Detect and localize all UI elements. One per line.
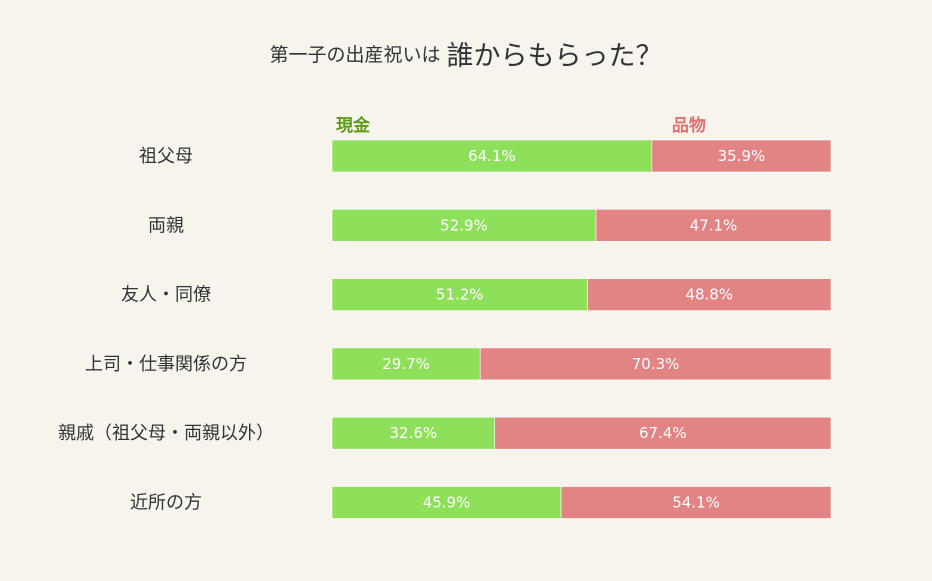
category-label: 近所の方 — [130, 493, 202, 514]
data-label-gift: 54.1% — [672, 494, 720, 512]
bar-segment-gift — [479, 347, 832, 381]
bar-segment-cash — [331, 209, 597, 242]
data-label-gift: 47.1% — [690, 216, 738, 234]
data-label-cash: 64.1% — [468, 147, 516, 165]
legend-label-gift: 品物 — [672, 115, 706, 136]
bar-segment-gift — [587, 278, 832, 311]
category-label: 上司・仕事関係の方 — [85, 354, 247, 375]
category-label: 友人・同僚 — [121, 285, 211, 306]
data-label-gift: 35.9% — [718, 147, 766, 165]
chart-title-lead: 第一子の出産祝いは — [269, 44, 441, 66]
data-label-gift: 67.4% — [639, 424, 687, 442]
legend-label-cash: 現金 — [336, 115, 371, 136]
bar-segment-gift — [494, 416, 832, 450]
data-label-cash: 29.7% — [382, 355, 430, 373]
bar-segment-cash — [331, 486, 562, 519]
data-label-cash: 51.2% — [436, 286, 484, 304]
data-label-cash: 45.9% — [423, 494, 471, 512]
bar-segment-cash — [331, 278, 588, 311]
bar-segment-cash — [331, 416, 495, 450]
data-label-cash: 52.9% — [440, 216, 488, 234]
data-label-gift: 48.8% — [685, 286, 733, 304]
category-label: 親戚（祖父母・両親以外） — [58, 423, 274, 444]
data-label-gift: 70.3% — [632, 355, 680, 373]
chart-title-main: 誰からもらった？ — [446, 41, 663, 72]
bar-segment-gift — [595, 209, 832, 242]
data-label-cash: 32.6% — [390, 424, 438, 442]
bar-segment-cash — [331, 139, 653, 173]
bar-segment-gift — [560, 486, 832, 519]
category-label: 祖父母 — [139, 146, 193, 167]
bar-segment-cash — [331, 347, 481, 381]
category-label: 両親 — [148, 215, 184, 236]
chart-title: 第一子の出産祝いは 誰からもらった？ — [0, 34, 932, 73]
bar-segment-gift — [651, 139, 832, 173]
